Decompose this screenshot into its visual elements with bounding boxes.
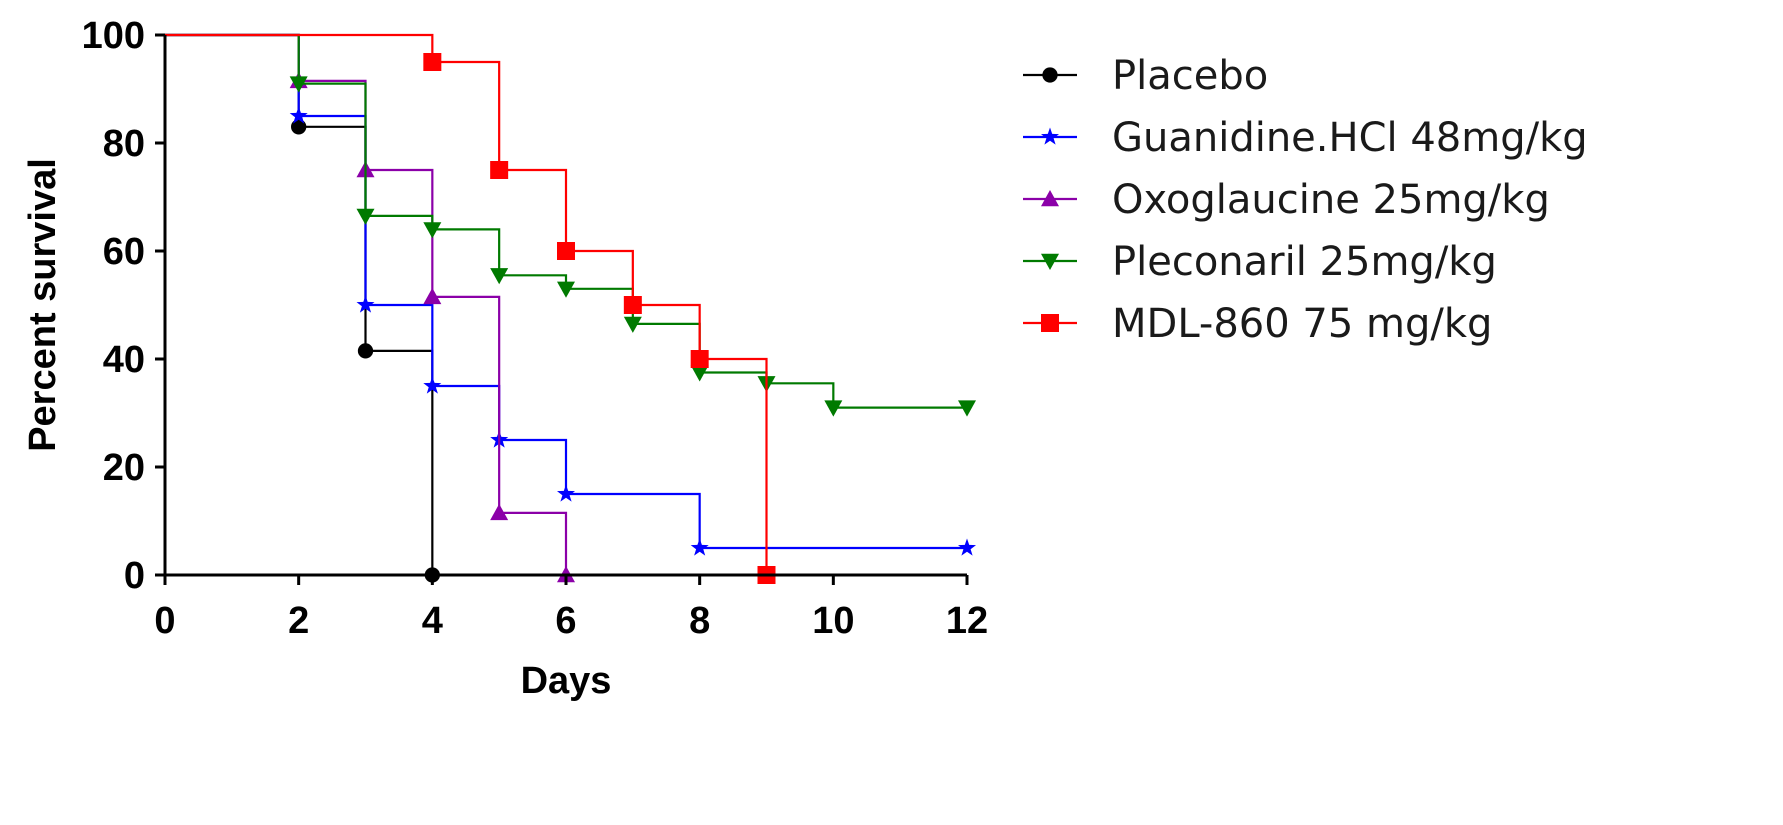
series-pleconaril-25mg-kg [165,33,976,417]
data-point [423,376,442,394]
data-point [423,287,442,305]
data-point [690,350,709,368]
data-point [356,295,375,313]
series-line [165,33,967,550]
data-point [289,76,308,93]
legend-marker [1041,253,1059,270]
y-tick-label: 0 [124,555,145,597]
legend-label: Placebo [1112,53,1268,99]
x-tick-label: 10 [812,600,854,642]
legend-marker [1041,314,1059,332]
legend-label: Guanidine.HCl 48mg/kg [1112,115,1588,161]
data-point [490,503,509,521]
x-tick-label: 4 [422,600,443,642]
legend-item: Pleconaril 25mg/kg [1023,239,1497,285]
y-axis-title: Percent survival [22,158,64,452]
data-point [623,316,642,333]
x-tick-label: 0 [154,600,175,642]
series-oxoglaucine-25mg-kg [165,33,575,583]
data-point [690,538,709,556]
data-point [557,242,575,260]
legend-marker [1041,127,1059,145]
data-point [557,484,575,502]
data-point [357,343,374,359]
data-point [291,119,307,135]
y-tick-label: 40 [103,339,145,381]
y-tick-label: 60 [103,231,145,273]
plot-series [165,33,976,584]
series-mdl-860-75-mg-kg [165,33,776,584]
data-point [490,161,509,179]
series-placebo [165,33,440,583]
data-point [356,208,375,225]
x-tick-label: 12 [946,600,988,642]
y-tick-label: 100 [82,15,145,57]
legend-item: Placebo [1023,53,1268,99]
legend-label: MDL-860 75 mg/kg [1112,301,1492,347]
data-point [958,538,976,556]
series-guanidine-hcl-48mg-kg [165,33,976,556]
y-tick-label: 80 [103,123,145,165]
legend-item: Oxoglaucine 25mg/kg [1023,177,1550,223]
data-point [490,268,509,285]
data-point [824,400,843,417]
legend-marker [1041,190,1059,207]
data-point [423,53,442,71]
data-point [289,106,308,124]
data-point [958,400,976,417]
x-ticks: 0 2 4 6 8 10 12 [154,575,988,642]
legend: Placebo Guanidine.HCl 48mg/kg Oxoglaucine … [1023,53,1588,347]
legend-label: Pleconaril 25mg/kg [1112,239,1497,285]
data-point [557,281,575,298]
data-point [423,222,442,239]
legend-label: Oxoglaucine 25mg/kg [1112,177,1550,223]
data-point [690,365,709,382]
legend-item: Guanidine.HCl 48mg/kg [1023,115,1588,161]
y-ticks: 0 20 40 60 80 100 [82,15,165,597]
legend-marker [1042,67,1058,83]
x-tick-label: 8 [689,600,710,642]
y-tick-label: 20 [103,447,145,489]
axes: 0 2 4 6 8 10 12 0 20 40 60 80 100 [82,15,989,642]
legend-item: MDL-860 75 mg/kg [1023,301,1492,347]
data-point [623,296,642,314]
x-axis-title: Days [521,660,612,702]
x-tick-label: 6 [555,600,576,642]
x-tick-label: 2 [288,600,309,642]
